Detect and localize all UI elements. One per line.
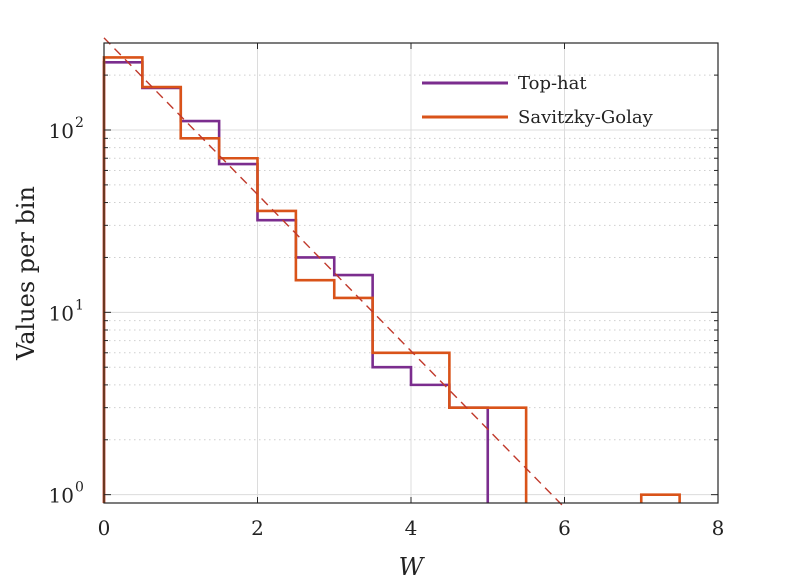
legend-label-savitzky-golay: Savitzky-Golay xyxy=(518,107,654,128)
y-tick-label: 10 xyxy=(49,301,74,325)
y-tick-exponent: 1 xyxy=(75,297,84,313)
x-tick-label: 6 xyxy=(558,516,571,540)
y-tick-exponent: 0 xyxy=(75,480,84,496)
x-tick-label: 4 xyxy=(405,516,418,540)
x-axis-title: W xyxy=(399,553,426,581)
legend: Top-hat Savitzky-Golay xyxy=(422,73,654,128)
x-tick-label: 2 xyxy=(251,516,264,540)
legend-label-top-hat: Top-hat xyxy=(518,73,587,94)
data-series xyxy=(102,37,681,509)
y-tick-label: 10 xyxy=(49,119,74,143)
fit-line xyxy=(103,37,565,509)
y-axis-title: Values per bin xyxy=(12,186,40,361)
y-tick-label: 10 xyxy=(49,484,74,508)
x-tick-label: 8 xyxy=(712,516,725,540)
grid-lines xyxy=(104,42,718,503)
series-savitzky-golay xyxy=(102,56,681,503)
x-tick-label: 0 xyxy=(98,516,111,540)
y-tick-exponent: 2 xyxy=(75,115,84,131)
